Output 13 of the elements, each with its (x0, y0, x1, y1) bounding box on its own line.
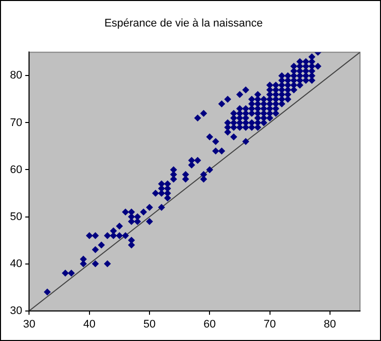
y-tick-label: 60 (10, 164, 22, 176)
x-tick-label: 50 (143, 318, 156, 330)
y-tick-label: 50 (10, 210, 22, 223)
x-tick-label: 80 (324, 318, 336, 330)
x-tick-label: 70 (264, 318, 276, 330)
chart-title: Espérance de vie à la naissance (104, 18, 263, 30)
x-tick-label: 30 (23, 318, 36, 330)
x-tick-label: 40 (83, 318, 96, 330)
y-tick-label: 70 (10, 116, 22, 129)
y-tick-label: 40 (10, 258, 22, 270)
y-tick-label: 30 (10, 304, 22, 317)
y-tick-label: 80 (10, 70, 22, 82)
x-tick-label: 60 (204, 318, 216, 330)
